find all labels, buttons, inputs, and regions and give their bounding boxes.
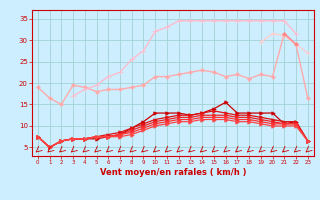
X-axis label: Vent moyen/en rafales ( km/h ): Vent moyen/en rafales ( km/h ) <box>100 168 246 177</box>
